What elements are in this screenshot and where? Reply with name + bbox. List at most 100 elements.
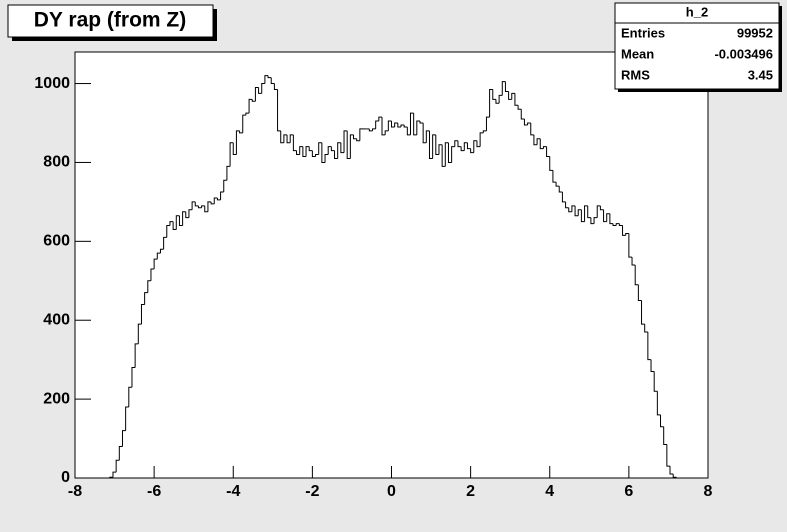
histogram-bin [615, 223, 620, 226]
histogram-bin [666, 444, 671, 467]
histogram-bin [223, 179, 227, 193]
x-tick-label: 0 [387, 483, 396, 500]
histogram-bin [197, 205, 202, 209]
histogram-bin [660, 414, 664, 428]
histogram-bin [523, 119, 528, 126]
histogram-bin [112, 471, 117, 478]
histogram-bin [504, 81, 509, 92]
histogram-bin [603, 209, 607, 223]
histogram-bin [245, 112, 250, 116]
histogram-bin [441, 144, 446, 167]
x-tick-label: 6 [624, 483, 633, 500]
histogram-bin [400, 124, 405, 127]
histogram-bin [463, 142, 468, 151]
histogram-bin [425, 130, 430, 143]
histogram-bin [397, 123, 401, 128]
histogram-bin [315, 154, 319, 157]
histogram-bin [343, 130, 348, 153]
histogram-bin [599, 205, 604, 211]
histogram-bin [406, 126, 411, 136]
histogram-bin [663, 426, 667, 445]
histogram-bin [447, 142, 452, 163]
histogram-bin [216, 197, 221, 201]
histogram-bin [159, 248, 164, 254]
histogram-bin [242, 114, 246, 133]
histogram-bin [330, 146, 335, 152]
histogram-bin [321, 142, 326, 163]
histogram-bin [134, 343, 139, 368]
histogram-bin [508, 91, 512, 100]
histogram-bin [485, 116, 490, 131]
histogram-bin [207, 201, 212, 212]
histogram-bin [324, 154, 329, 163]
histogram-bin [479, 132, 484, 147]
histogram-bin [210, 201, 215, 205]
histogram-bin [669, 466, 674, 475]
histogram-bin [650, 359, 655, 372]
frame [74, 51, 709, 479]
histogram-bin [305, 146, 310, 157]
histogram-bin [606, 213, 610, 222]
histogram-bin [555, 182, 560, 187]
histogram-bin [213, 197, 218, 204]
histogram-bin [109, 476, 113, 478]
histogram-bin [413, 113, 417, 136]
histogram-bin [166, 225, 170, 238]
histogram-bin [372, 128, 376, 131]
histogram-bin [182, 211, 186, 226]
histogram-bin [273, 83, 278, 90]
histogram-bin [435, 134, 439, 156]
histogram-bin [299, 146, 303, 155]
histogram-bin [280, 130, 284, 144]
chart-title: DY rap (from Z) [34, 9, 186, 32]
histogram-bin [422, 123, 427, 144]
histogram-bin [239, 130, 243, 134]
histogram-bin [156, 252, 161, 260]
histogram-bin [590, 217, 595, 225]
histogram-bin [175, 215, 180, 230]
histogram-bin [327, 146, 332, 155]
histogram-bin [580, 209, 585, 223]
histogram-bin [587, 205, 591, 219]
stats-label: Entries [621, 25, 665, 40]
histogram-bin [128, 386, 132, 407]
histogram-bin [489, 88, 493, 118]
x-tick-label: 4 [545, 483, 554, 500]
x-tick-label: -2 [305, 483, 319, 500]
histogram-bin [536, 138, 541, 145]
histogram-bin [625, 232, 629, 236]
histogram-bin [457, 140, 462, 148]
histogram-bin [251, 99, 256, 102]
histogram-bin [476, 140, 481, 148]
histogram-bin [517, 105, 522, 110]
histogram-bin [144, 292, 148, 305]
histogram-bin [169, 221, 174, 226]
histogram-bin [520, 109, 525, 120]
histogram-bin [549, 156, 553, 171]
histogram-bin [226, 165, 231, 181]
histogram-bin [137, 323, 142, 344]
histogram-bin [121, 430, 126, 447]
histogram-bin [466, 142, 471, 150]
histogram-bin [153, 258, 158, 269]
histogram-bin [286, 134, 291, 144]
histogram-bin [546, 146, 550, 158]
histogram-bin [584, 205, 588, 222]
histogram-bin [438, 144, 443, 155]
histogram-bin [618, 223, 623, 227]
histogram-bin [498, 94, 503, 104]
histogram-bin [283, 134, 288, 143]
histogram-bin [381, 117, 386, 136]
histogram-bin [514, 93, 519, 106]
histogram-bin [378, 116, 383, 122]
y-tick-label: 200 [43, 390, 70, 407]
stats-box [614, 2, 780, 90]
histogram-bin [292, 134, 297, 152]
histogram-bin [577, 209, 582, 216]
histogram-bin [527, 122, 531, 125]
histogram-bin [261, 83, 265, 94]
histogram-bin [337, 142, 341, 159]
histogram-bin [270, 77, 275, 85]
histogram-bin [539, 138, 544, 150]
